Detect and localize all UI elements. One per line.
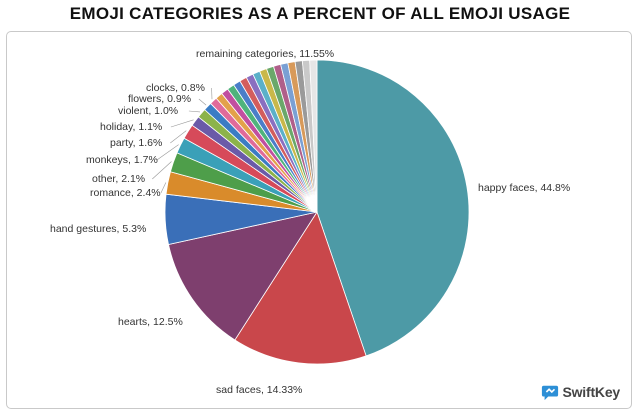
slice-labels: happy faces, 44.8% sad faces, 14.33% heart… [50, 48, 570, 396]
leader-line-monkeys [156, 144, 179, 161]
leader-line-romance [160, 182, 167, 194]
swiftkey-logo: SwiftKey [541, 383, 620, 401]
swiftkey-logo-text: SwiftKey [562, 384, 620, 400]
slice-label-happy-faces: happy faces, 44.8% [478, 182, 570, 194]
slice-label-sad-faces: sad faces, 14.33% [216, 384, 302, 396]
leader-line-other [152, 161, 172, 180]
slice-label-violent: violent, 1.0% [118, 105, 178, 117]
leader-lines [152, 87, 213, 194]
slice-label-flowers: flowers, 0.9% [128, 93, 191, 105]
pie-slices [164, 59, 470, 365]
chart-title: EMOJI CATEGORIES AS A PERCENT OF ALL EMO… [69, 4, 571, 23]
chart-frame [6, 31, 632, 409]
slice-label-clocks: clocks, 0.8% [146, 82, 205, 94]
leader-line-flowers [198, 98, 207, 106]
pie-slice-sad-faces [234, 211, 367, 365]
slice-label-romance: romance, 2.4% [90, 187, 161, 199]
slice-label-remaining-categories: remaining categories, 11.55% [196, 48, 334, 60]
pie-slice-hearts [168, 211, 318, 341]
slice-label-monkeys: monkeys, 1.7% [86, 154, 158, 166]
swiftkey-logo-icon [542, 385, 559, 401]
slice-label-hearts: hearts, 12.5% [118, 316, 183, 328]
slice-label-holiday: holiday, 1.1% [100, 121, 162, 133]
leader-line-party [170, 130, 187, 144]
leader-line-violent [188, 110, 201, 113]
pie-slice-happy-faces [316, 59, 470, 357]
slice-label-hand-gestures: hand gestures, 5.3% [50, 223, 146, 235]
slice-label-other: other, 2.1% [92, 173, 145, 185]
pie-slice-remaining-categories-15 [309, 59, 318, 213]
slice-label-party: party, 1.6% [110, 137, 162, 149]
leader-line-holiday [170, 119, 194, 128]
